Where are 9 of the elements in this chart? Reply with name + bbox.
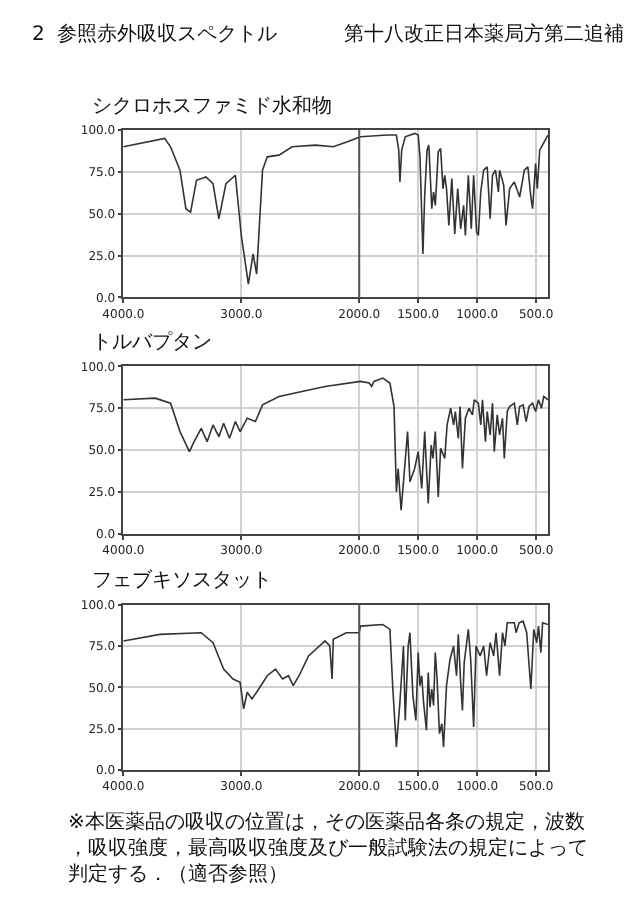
text: ※本医薬品の吸収の位置は，その医薬品各条の規定，波数，吸収強度，最高吸収強度及び一般試験法の規定によって判定する．（適否参照） [68,810,588,886]
line-series [123,620,548,748]
text: 2 参照赤外吸収スペクトル [32,22,278,46]
chart-title: シクロホスファミド水和物 [92,94,332,118]
line-series [123,132,548,285]
text: 第十八改正日本薬局方第二追補 [344,22,624,46]
line-series [123,377,548,512]
chart-title: トルバプタン [92,330,212,354]
chart-title: フェブキソスタット [92,568,272,592]
